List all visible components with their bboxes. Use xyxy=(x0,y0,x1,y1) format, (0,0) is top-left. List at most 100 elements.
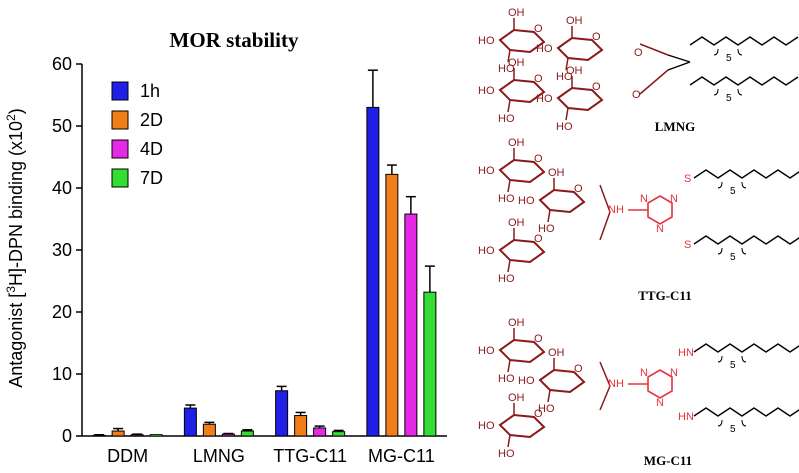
chart-title: MOR stability xyxy=(170,28,299,52)
hydroxyl: OH xyxy=(508,317,525,329)
hydroxyl: HO xyxy=(478,420,495,432)
triazine-ring xyxy=(647,369,673,399)
hydroxyl: OH xyxy=(508,217,525,229)
ring-oxygen: O xyxy=(534,23,543,35)
ring-oxygen: O xyxy=(534,73,543,85)
ring-oxygen: O xyxy=(592,31,601,43)
y-axis-label: Antagonist [3H]-DPN binding (x102) xyxy=(4,108,26,388)
hydroxyl: OH xyxy=(548,167,565,179)
hydroxyl: HO xyxy=(556,71,573,83)
y-tick-label: 10 xyxy=(52,364,72,384)
triazine-n: N xyxy=(670,367,678,379)
chain-bracket xyxy=(713,88,743,96)
ring-oxygen: O xyxy=(534,233,543,245)
linker-oxygen: O xyxy=(634,47,643,59)
ring-oxygen: O xyxy=(574,183,583,195)
hydroxyl: HO xyxy=(518,375,535,387)
hydroxyl: HO xyxy=(498,448,515,460)
triazine-ring xyxy=(647,195,673,225)
triazine-n: N xyxy=(656,397,664,409)
hydroxyl: OH xyxy=(508,137,525,149)
chain-repeat-subscript: 5 xyxy=(730,424,736,435)
x-tick-label: TTG-C11 xyxy=(273,446,347,466)
bond xyxy=(507,359,511,373)
alkyl-chain xyxy=(693,169,799,179)
bond xyxy=(667,61,691,71)
x-tick-label: DDM xyxy=(107,446,148,466)
thioether-s: S xyxy=(684,239,691,251)
hydroxyl: OH xyxy=(548,347,565,359)
chain-repeat-subscript: 5 xyxy=(726,93,732,104)
hydroxyl: HO xyxy=(536,43,553,55)
bond xyxy=(639,69,669,95)
bond xyxy=(507,49,511,63)
bond xyxy=(507,434,511,448)
bond xyxy=(639,43,669,56)
amide-nh: NH xyxy=(608,378,624,390)
hydroxyl: HO xyxy=(538,403,555,415)
hydroxyl: HO xyxy=(518,195,535,207)
alkyl-chain xyxy=(689,36,799,46)
chain-repeat-subscript: 5 xyxy=(730,252,736,263)
alkyl-chain xyxy=(689,76,799,86)
hydroxyl: OH xyxy=(566,65,583,77)
hydroxyl: OH xyxy=(566,15,583,27)
triazine-n: N xyxy=(656,223,664,235)
chain-repeat-subscript: 5 xyxy=(726,53,732,64)
y-tick-label: 60 xyxy=(52,54,72,74)
legend-swatch-7D xyxy=(111,168,129,188)
hydroxyl: HO xyxy=(536,93,553,105)
hydroxyl: HO xyxy=(478,35,495,47)
x-tick-label: LMNG xyxy=(193,446,245,466)
bond xyxy=(507,259,511,273)
hydroxyl: HO xyxy=(498,113,515,125)
y-tick-label: 20 xyxy=(52,302,72,322)
hydroxyl: HO xyxy=(478,345,495,357)
hydroxyl: HO xyxy=(498,63,515,75)
legend-swatch-4D xyxy=(111,139,129,159)
x-tick-label: MG-C11 xyxy=(368,446,435,466)
bond xyxy=(667,54,691,63)
bond xyxy=(547,389,551,403)
structure-name-lmng: LMNG xyxy=(655,119,695,134)
hydroxyl: OH xyxy=(508,57,525,69)
bond xyxy=(507,179,511,193)
chain-repeat-subscript: 5 xyxy=(730,186,736,197)
hydroxyl: HO xyxy=(538,223,555,235)
bar-7D-DDM xyxy=(149,434,163,437)
amine-hn: HN xyxy=(678,347,694,359)
bond xyxy=(507,99,511,113)
legend-label-4D: 4D xyxy=(140,139,163,159)
chain-bracket xyxy=(717,247,747,255)
chain-bracket xyxy=(713,48,743,56)
alkyl-chain xyxy=(693,235,799,245)
alkyl-chain xyxy=(693,343,799,353)
legend-label-2D: 2D xyxy=(140,110,163,130)
chain-bracket xyxy=(717,355,747,363)
linker-oxygen: O xyxy=(632,89,641,101)
thioether-s: S xyxy=(684,173,691,185)
bar-chart: MOR stability Antagonist [3H]-DPN bindin… xyxy=(4,28,447,466)
legend-swatch-2D xyxy=(111,110,129,130)
svg-text:Antagonist [3H]-DPN binding (x: Antagonist [3H]-DPN binding (x102) xyxy=(4,108,26,388)
structure-name-ttg-c11: TTG-C11 xyxy=(638,288,691,303)
ring-oxygen: O xyxy=(534,408,543,420)
y-tick-label: 30 xyxy=(52,240,72,260)
amide-nh: NH xyxy=(608,204,624,216)
hydroxyl: HO xyxy=(556,121,573,133)
ring-oxygen: O xyxy=(592,81,601,93)
hydroxyl: HO xyxy=(498,273,515,285)
chain-repeat-subscript: 5 xyxy=(730,360,736,371)
bond xyxy=(599,184,611,213)
triazine-n: N xyxy=(670,193,678,205)
ring-oxygen: O xyxy=(534,333,543,345)
bond xyxy=(565,57,569,71)
chain-bracket xyxy=(717,181,747,189)
bond xyxy=(547,209,551,223)
legend-label-1h: 1h xyxy=(140,81,160,101)
hydroxyl: HO xyxy=(478,85,495,97)
